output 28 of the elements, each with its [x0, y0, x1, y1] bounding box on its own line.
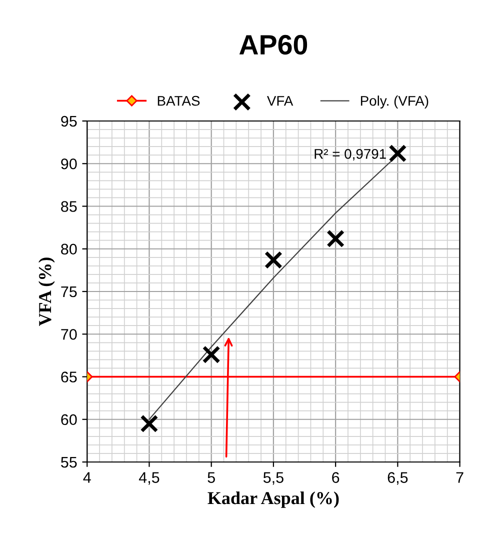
point [326, 230, 345, 248]
y-tick-label: 85 [61, 201, 77, 212]
y-tick-label: 60 [61, 414, 77, 426]
annotation: R² = 0,9791 [314, 148, 386, 160]
y-axis-title: VFA (%) [38, 258, 55, 326]
y-tick-label: 65 [61, 372, 77, 382]
x-tick-label: 7 [456, 472, 464, 483]
point [264, 250, 282, 269]
point [202, 346, 220, 364]
legend-label: VFA [266, 96, 294, 106]
point [140, 414, 158, 433]
x-tick-label: 6 [332, 472, 340, 483]
y-tick-label: 55 [61, 457, 77, 468]
x-tick-label: 6,5 [388, 472, 408, 485]
legend-label: Poly. (VFA) [360, 96, 428, 108]
x-tick-label: 5,5 [263, 472, 284, 485]
x-tick-label: 5 [208, 472, 215, 483]
y-tick-label: 75 [61, 286, 77, 298]
legend-label: BATAS [158, 96, 200, 106]
y-tick-label: 80 [61, 244, 77, 255]
y-tick-label: 95 [61, 116, 77, 127]
x-axis-title: Kadar Aspal (%) [208, 492, 339, 508]
x-tick-label: 4,5 [138, 472, 160, 485]
chart-title: AP60 [239, 34, 308, 55]
y-tick-label: 90 [61, 158, 77, 170]
x-tick-label: 4 [83, 472, 91, 483]
point [388, 144, 407, 162]
y-tick-label: 70 [61, 328, 77, 340]
